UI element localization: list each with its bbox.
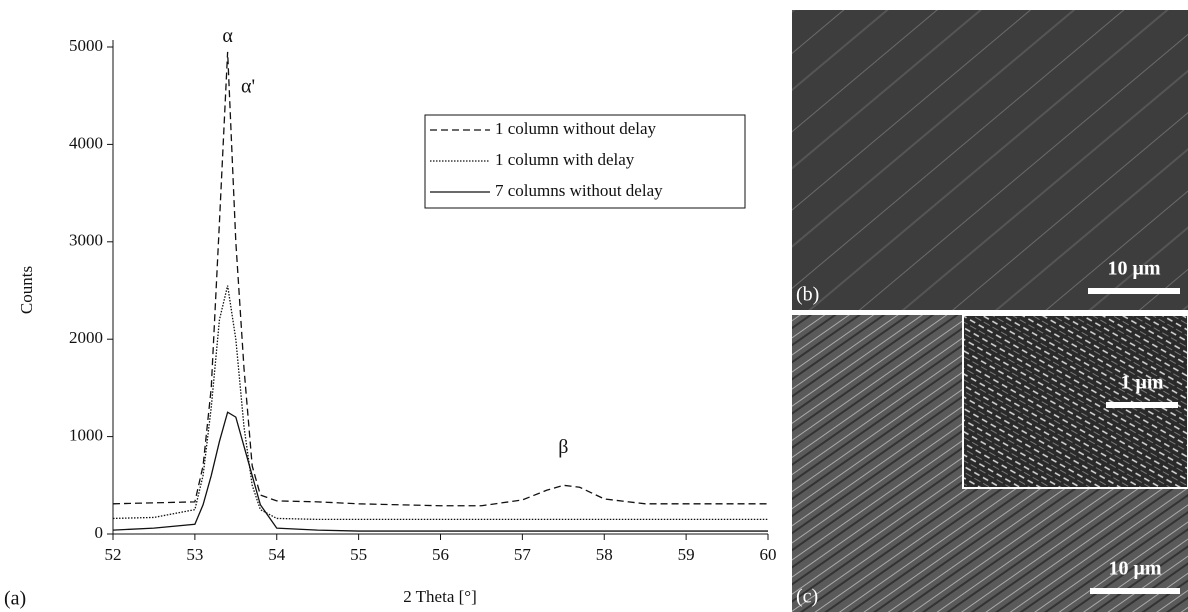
scale-bar-label: 10 μm	[1108, 258, 1161, 280]
panel-label: (c)	[796, 586, 818, 608]
panel-label: (b)	[796, 284, 819, 306]
annotation: α'	[241, 76, 255, 98]
y-tick-label: 4000	[69, 133, 103, 152]
annotation: α	[222, 25, 233, 47]
x-tick-label: 59	[678, 545, 695, 564]
scale-bar	[1106, 402, 1178, 408]
scale-bar-label: 10 μm	[1109, 558, 1162, 580]
annotation: β	[558, 436, 568, 458]
y-tick-label: 1000	[69, 426, 103, 445]
legend-label: 7 columns without delay	[495, 181, 663, 200]
x-tick-label: 60	[760, 545, 777, 564]
y-axis-title: Counts	[17, 266, 36, 314]
x-tick-label: 53	[186, 545, 203, 564]
x-axis-title: 2 Theta [°]	[403, 587, 477, 606]
y-tick-label: 2000	[69, 328, 103, 347]
y-tick-label: 5000	[69, 36, 103, 55]
legend-label: 1 column with delay	[495, 150, 635, 169]
x-tick-label: 57	[514, 545, 532, 564]
series-line	[112, 51, 768, 507]
y-tick-label: 3000	[69, 231, 103, 250]
scale-bar-label: 1 μm	[1121, 372, 1164, 394]
y-tick-label: 0	[95, 523, 104, 542]
x-tick-label: 56	[432, 545, 449, 564]
scale-bar	[1090, 588, 1180, 594]
scale-bar	[1088, 288, 1180, 294]
sem-image-b	[792, 10, 1188, 310]
x-tick-label: 52	[105, 545, 122, 564]
x-tick-label: 58	[596, 545, 613, 564]
series-line	[112, 285, 768, 521]
series-line	[112, 411, 768, 532]
panel-label: (a)	[4, 588, 26, 610]
legend-label: 1 column without delay	[495, 119, 657, 138]
sem-inset	[962, 314, 1188, 489]
x-tick-label: 54	[268, 545, 286, 564]
x-tick-label: 55	[350, 545, 367, 564]
